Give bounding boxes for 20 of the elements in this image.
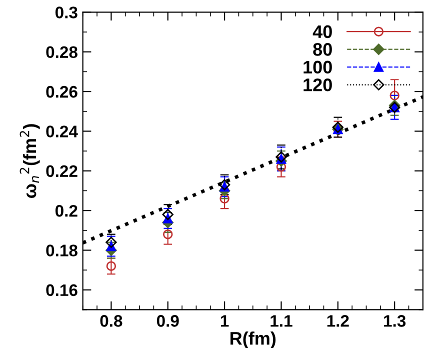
y-tick-label: 0.24 bbox=[46, 126, 78, 138]
x-tick-label: 1.3 bbox=[384, 315, 406, 327]
y-tick-label: 0.18 bbox=[46, 244, 78, 256]
y-tick-label: 0.22 bbox=[46, 165, 78, 178]
y-tick-label: 0.3 bbox=[55, 6, 78, 18]
x-tick-label: 0.9 bbox=[156, 315, 179, 327]
y-tick-label: 0.26 bbox=[46, 86, 78, 98]
legend-label: 80 bbox=[313, 43, 332, 56]
x-tick-label: 1.2 bbox=[327, 315, 349, 327]
y-tick-label: 0.28 bbox=[46, 46, 78, 58]
y-tick-label: 0.2 bbox=[55, 204, 78, 217]
x-tick-label: 1 bbox=[220, 315, 229, 327]
legend-label: 120 bbox=[304, 78, 332, 92]
x-tick-label: 0.8 bbox=[100, 315, 122, 327]
x-tick-label: 1.1 bbox=[270, 315, 292, 327]
x-axis-title: R(fm) bbox=[230, 332, 276, 348]
y-axis-title: ω$_{n}$$^{2}$(fm$^{2}$) bbox=[20, 124, 40, 198]
y-tick-label: 0.16 bbox=[46, 284, 78, 296]
legend-label: 100 bbox=[304, 60, 332, 74]
legend-label: 40 bbox=[312, 25, 332, 38]
